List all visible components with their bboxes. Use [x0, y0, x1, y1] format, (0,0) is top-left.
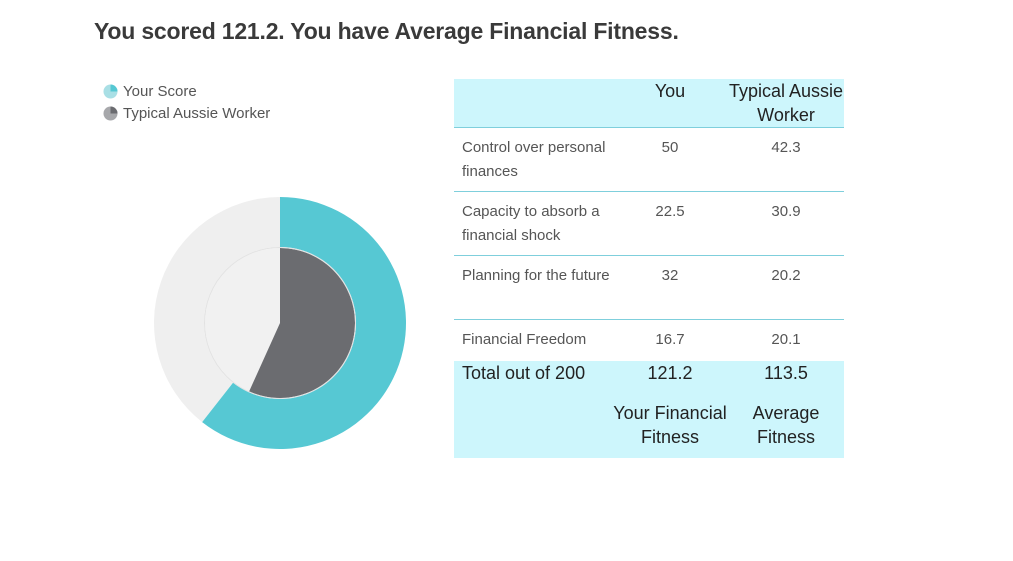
row-you-value: 22.5 [612, 191, 728, 256]
table-row: Planning for the future 32 20.2 [454, 255, 844, 320]
table-total-row: Total out of 200 121.2 Your Financial Fi… [454, 360, 844, 458]
legend-label: Typical Aussie Worker [123, 104, 271, 122]
table-header-row: You Typical Aussie Worker [454, 79, 844, 128]
your-score-arc [202, 197, 406, 449]
total-you-value: 121.2 [647, 362, 693, 383]
table-row: Capacity to absorb a financial shock 22.… [454, 191, 844, 256]
donut-chart [153, 197, 406, 449]
header-cell [454, 79, 612, 128]
total-you-rating: Your Financial Fitness [613, 402, 727, 447]
typical-worker-remaining-slice [205, 248, 280, 392]
row-label: Planning for the future [454, 255, 612, 320]
total-label: Total out of 200 [462, 362, 586, 383]
row-typical-value: 20.2 [728, 255, 844, 320]
typical-worker-slice [249, 248, 355, 398]
row-typical-value: 42.3 [728, 127, 844, 192]
row-label: Financial Freedom [454, 319, 612, 361]
header-cell-typical: Typical Aussie Worker [728, 81, 844, 125]
row-typical-value: 20.1 [728, 319, 844, 361]
pie-icon [103, 84, 118, 98]
legend-item-your-score[interactable]: Your Score [103, 80, 270, 102]
chart-legend: Your Score Typical Aussie Worker [103, 80, 270, 124]
page-title: You scored 121.2. You have Average Finan… [94, 18, 679, 44]
legend-item-typical-worker[interactable]: Typical Aussie Worker [103, 102, 270, 124]
row-label: Capacity to absorb a financial shock [454, 191, 612, 256]
total-you-cell: 121.2 Your Financial Fitness [612, 361, 728, 458]
row-typical-value: 30.9 [728, 191, 844, 256]
row-label: Control over personal finances [454, 127, 612, 192]
total-typical-cell: 113.5 Average Fitness [728, 361, 844, 458]
inner-ring-border [204, 247, 356, 399]
total-typical-rating: Average Fitness [752, 402, 820, 447]
score-table: You Typical Aussie Worker Control over p… [454, 79, 844, 458]
table-row: Control over personal finances 50 42.3 [454, 127, 844, 192]
legend-label: Your Score [123, 82, 197, 100]
row-you-value: 32 [612, 255, 728, 320]
row-you-value: 16.7 [612, 319, 728, 361]
header-cell-you: You [654, 81, 686, 101]
table-row: Financial Freedom 16.7 20.1 [454, 319, 844, 361]
total-typical-value: 113.5 [764, 362, 808, 383]
your-score-remaining-arc [153, 197, 280, 423]
row-you-value: 50 [612, 127, 728, 192]
pie-icon [103, 106, 118, 120]
